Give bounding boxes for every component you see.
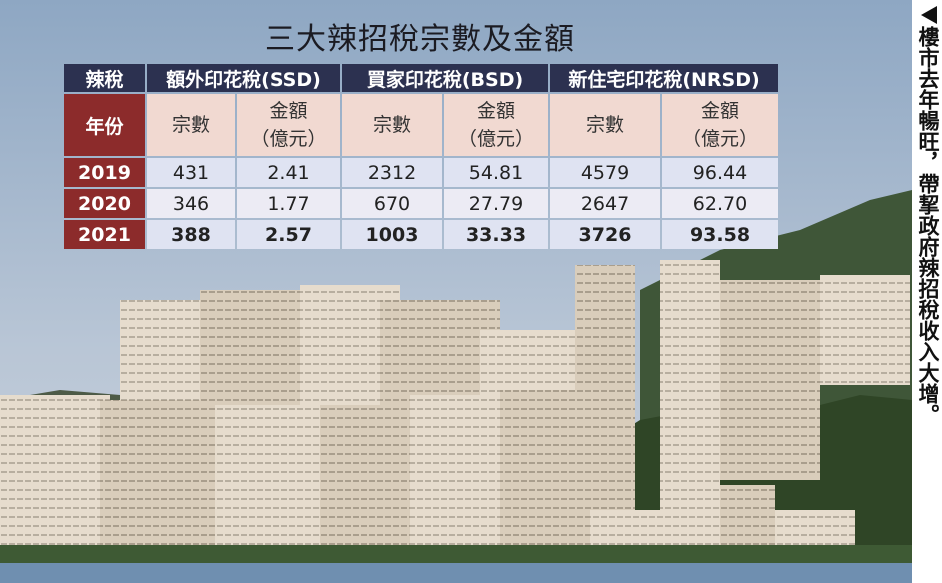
value-cell: 670: [342, 189, 442, 218]
value-cell: 33.33: [444, 220, 548, 249]
subheader-cell: 宗數: [342, 94, 442, 156]
value-cell: 1003: [342, 220, 442, 249]
year-cell: 2020: [64, 189, 145, 218]
value-cell: 388: [147, 220, 235, 249]
data-row: 2019 431 2.41 2312 54.81 4579 96.44: [64, 158, 778, 187]
year-cell: 2019: [64, 158, 145, 187]
subheader-cell: 金額 （億元）: [662, 94, 778, 156]
header-cell: 辣稅: [64, 64, 145, 92]
caption: 樓市去年暢旺，帶挈政府辣招稅收入大增。: [914, 2, 942, 582]
year-cell: 2021: [64, 220, 145, 249]
value-cell: 2312: [342, 158, 442, 187]
data-row: 2021 388 2.57 1003 33.33 3726 93.58: [64, 220, 778, 249]
subheader-cell: 宗數: [550, 94, 660, 156]
subheader-cell: 宗數: [147, 94, 235, 156]
data-table: 辣稅 額外印花稅(SSD) 買家印花稅(BSD) 新住宅印花稅(NRSD) 年份 宗數 金額…: [62, 62, 780, 251]
data-row: 2020 346 1.77 670 27.79 2647 62.70: [64, 189, 778, 218]
value-cell: 2.57: [237, 220, 340, 249]
value-cell: 2.41: [237, 158, 340, 187]
caption-arrow: [921, 6, 937, 24]
header-cell: 買家印花稅(BSD): [342, 64, 548, 92]
buildings: [0, 260, 910, 560]
header-row: 辣稅 額外印花稅(SSD) 買家印花稅(BSD) 新住宅印花稅(NRSD): [64, 64, 778, 92]
value-cell: 62.70: [662, 189, 778, 218]
subheader-cell: 金額 （億元）: [237, 94, 340, 156]
value-cell: 346: [147, 189, 235, 218]
subheader-cell: 金額 （億元）: [444, 94, 548, 156]
value-cell: 4579: [550, 158, 660, 187]
subheader-cell: 年份: [64, 94, 145, 156]
value-cell: 3726: [550, 220, 660, 249]
value-cell: 93.58: [662, 220, 778, 249]
value-cell: 54.81: [444, 158, 548, 187]
title: 三大辣招稅宗數及金額: [265, 22, 575, 57]
value-cell: 431: [147, 158, 235, 187]
caption-text: 樓市去年暢旺，帶挈政府辣招稅收入大增。: [916, 26, 940, 425]
subheader-row: 年份 宗數 金額 （億元） 宗數 金額 （億元） 宗數 金額 （億元）: [64, 94, 778, 156]
value-cell: 96.44: [662, 158, 778, 187]
header-cell: 額外印花稅(SSD): [147, 64, 340, 92]
header-cell: 新住宅印花稅(NRSD): [550, 64, 778, 92]
value-cell: 27.79: [444, 189, 548, 218]
value-cell: 1.77: [237, 189, 340, 218]
value-cell: 2647: [550, 189, 660, 218]
